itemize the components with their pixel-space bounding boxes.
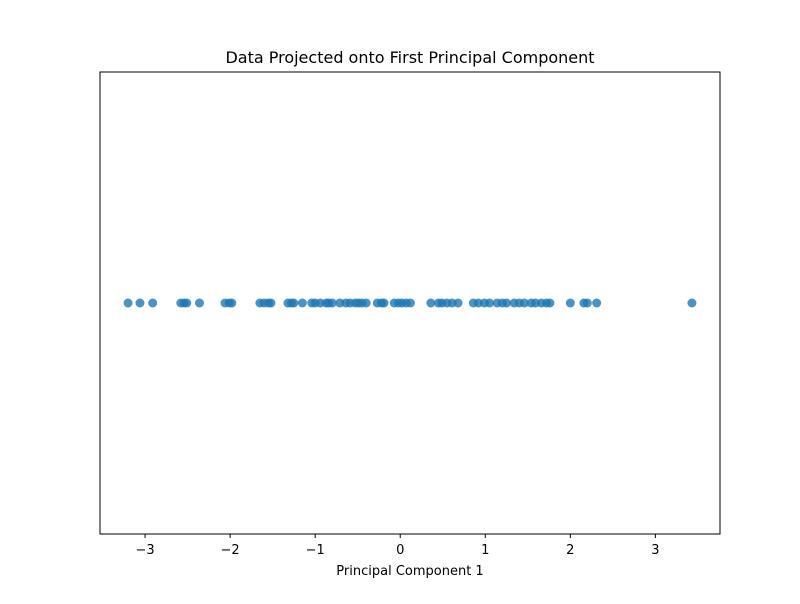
chart-title: Data Projected onto First Principal Comp… [225,48,594,67]
point [485,298,495,308]
point [582,298,592,308]
point [182,298,192,308]
point [327,298,337,308]
point [405,298,415,308]
x-tick-label: 0 [396,543,404,558]
x-axis-label: Principal Component 1 [336,564,483,579]
point [361,298,371,308]
point [379,298,389,308]
x-tick-label: 3 [651,543,659,558]
point [266,298,276,308]
x-tick-label: 1 [481,543,489,558]
point [289,298,299,308]
point [687,298,697,308]
point [227,298,237,308]
point [123,298,133,308]
point [565,298,575,308]
x-tick-label: −1 [306,543,325,558]
point [592,298,602,308]
point [453,298,463,308]
point [519,298,529,308]
point [148,298,158,308]
point [297,298,307,308]
point [426,298,436,308]
plot-frame [99,71,721,535]
point [502,298,512,308]
x-tick-label: 2 [566,543,574,558]
x-tick-label: −3 [135,543,154,558]
point [195,298,205,308]
x-tick-label: −2 [221,543,240,558]
point [135,298,145,308]
point [545,298,555,308]
